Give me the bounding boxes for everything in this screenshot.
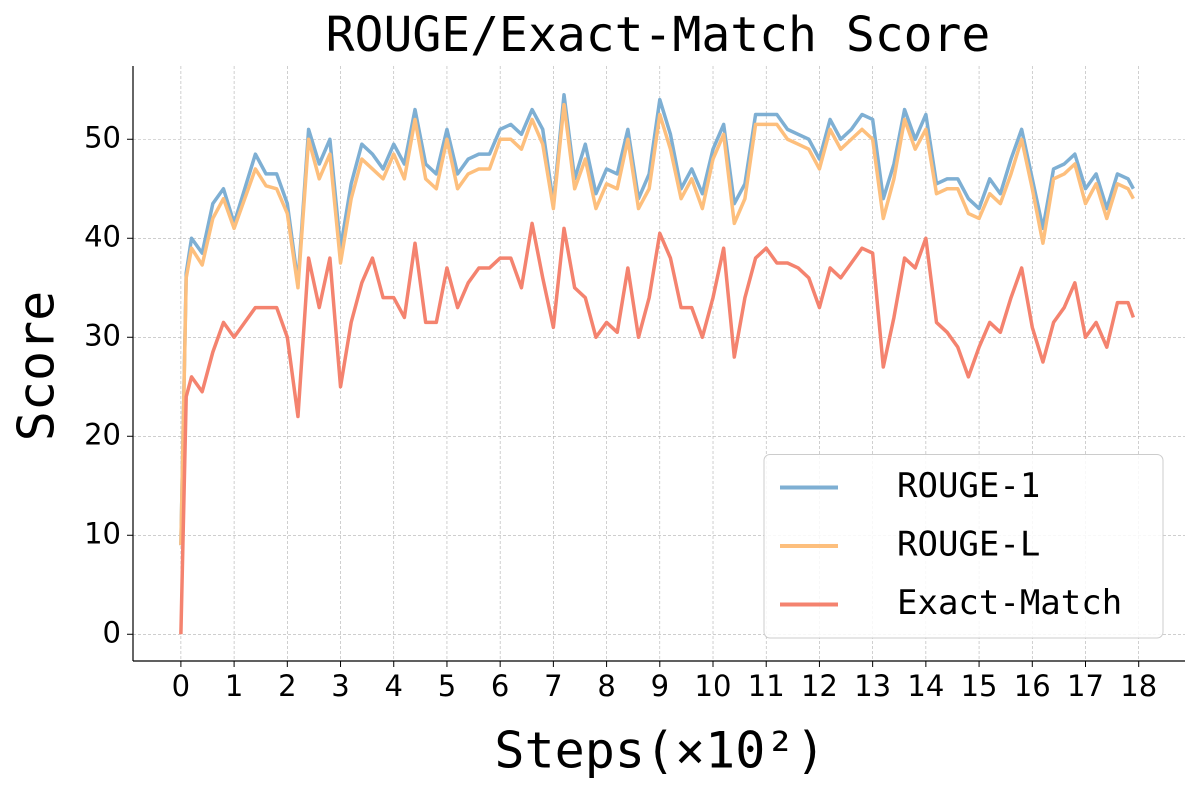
- y-tick-label: 40: [84, 219, 121, 253]
- x-tick-label: 8: [597, 669, 615, 703]
- x-tick-label: 6: [491, 669, 509, 703]
- x-tick-label: 16: [1014, 669, 1051, 703]
- x-tick-label: 10: [695, 669, 732, 703]
- x-tick-label: 4: [385, 669, 403, 703]
- x-tick-label: 13: [854, 669, 891, 703]
- legend-label: ROUGE-L: [897, 525, 1040, 565]
- series-line: [179, 221, 1136, 635]
- x-tick-label: 11: [748, 669, 785, 703]
- legend: ROUGE-1 ROUGE-L Exact-Match: [763, 454, 1164, 639]
- x-tick-label: 0: [172, 669, 190, 703]
- x-tick-label: 12: [801, 669, 838, 703]
- y-axis-label: Score: [8, 291, 66, 442]
- x-tick-label: 9: [651, 669, 669, 703]
- x-tick-label: 18: [1120, 669, 1157, 703]
- series-line: [179, 102, 1135, 546]
- legend-label: ROUGE-1: [897, 466, 1040, 506]
- x-tick-label: 7: [544, 669, 562, 703]
- y-tick-label: 50: [84, 120, 121, 154]
- legend-box: [763, 454, 1164, 639]
- y-tick-label: 20: [84, 417, 121, 451]
- x-tick-label: 5: [438, 669, 456, 703]
- x-tick-label: 14: [907, 669, 944, 703]
- chart-title: ROUGE/Exact-Match Score: [326, 7, 991, 63]
- x-axis-label: Steps(×10²): [494, 722, 825, 780]
- plot-lines: [179, 92, 1136, 635]
- y-tick-label: 30: [84, 318, 121, 352]
- y-tick-label: 10: [84, 516, 121, 550]
- y-tick-label: 0: [103, 615, 121, 649]
- legend-label: Exact-Match: [897, 583, 1122, 623]
- x-tick-label: 3: [331, 669, 349, 703]
- x-tick-label: 15: [961, 669, 998, 703]
- x-tick-label: 2: [278, 669, 296, 703]
- x-tick-label: 1: [225, 669, 243, 703]
- x-tick-label: 17: [1067, 669, 1104, 703]
